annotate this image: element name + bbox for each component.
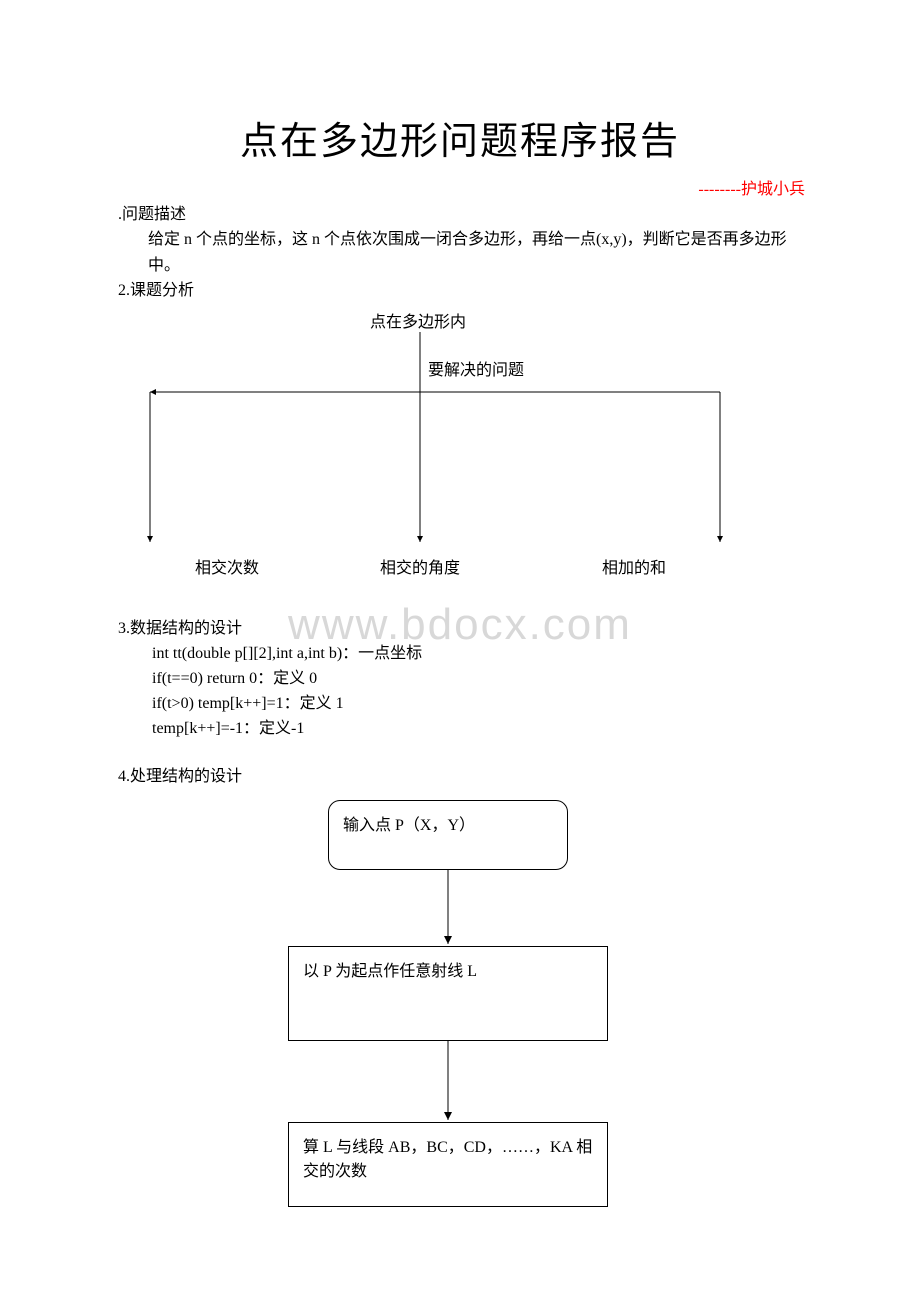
section-1-body: 给定 n 个点的坐标，这 n 个点依次围成一闭合多边形，再给一点(x,y)，判断…: [148, 227, 818, 278]
section-2-heading: 2.课题分析: [118, 278, 194, 304]
flowchart-node-3-text: 算 L 与线段 AB，BC，CD，……，KA 相交的次数: [303, 1139, 592, 1180]
section-3-line-2: if(t==0) return 0：定义 0: [152, 666, 317, 692]
tree-diagram: [100, 332, 840, 572]
section-3-line-3: if(t>0) temp[k++]=1：定义 1: [152, 691, 344, 717]
flowchart-node-count: 算 L 与线段 AB，BC，CD，……，KA 相交的次数: [288, 1122, 608, 1207]
section-4-heading: 4.处理结构的设计: [118, 764, 242, 790]
section-3-heading: 3.数据结构的设计: [118, 616, 242, 642]
section-3-line-4: temp[k++]=-1：定义-1: [152, 716, 304, 742]
flowchart-node-1-text: 输入点 P（X，Y）: [343, 817, 475, 834]
section-3-line-1: int tt(double p[][2],int a,int b)：一点坐标: [152, 641, 422, 667]
flowchart-node-input: 输入点 P（X，Y）: [328, 800, 568, 870]
flowchart-node-2-text: 以 P 为起点作任意射线 L: [303, 963, 477, 980]
section-1-heading: .问题描述: [118, 202, 186, 228]
flowchart-node-ray: 以 P 为起点作任意射线 L: [288, 946, 608, 1041]
page-subtitle: --------护城小兵: [698, 175, 805, 199]
page-title: 点在多边形问题程序报告: [0, 110, 920, 165]
